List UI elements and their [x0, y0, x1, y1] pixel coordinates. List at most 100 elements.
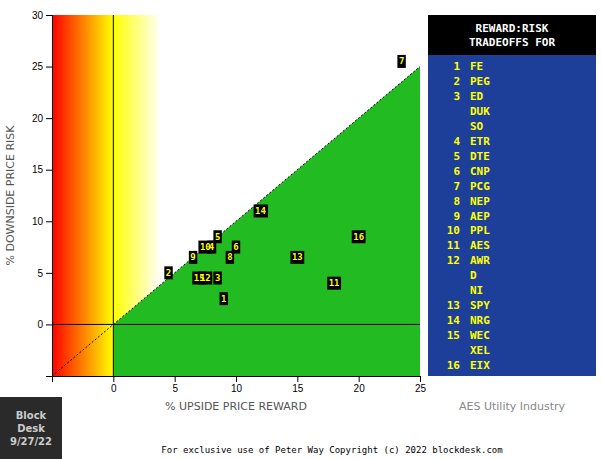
x-tick: 0: [111, 376, 117, 394]
points: [164, 55, 405, 305]
key-background: [428, 15, 596, 376]
key-ticker: AES: [470, 239, 490, 252]
point: [232, 241, 240, 254]
y-tick-mark: [46, 15, 52, 16]
point-label: 8: [227, 252, 232, 262]
x-tick-label: 25: [415, 383, 427, 394]
key-ticker: XEL: [470, 344, 490, 357]
key-ticker: NI: [470, 284, 483, 297]
key-title-background: [428, 15, 596, 55]
y-tick-label: 15: [32, 164, 44, 175]
key-number: 10: [447, 224, 460, 237]
y-axis: 0 5 10 15 20 25 30: [32, 10, 53, 377]
footnote: For exclusive use of Peter Way Copyright…: [161, 445, 502, 455]
point-label: 11: [329, 278, 340, 288]
key-ticker: AEP: [470, 210, 490, 223]
y-tick: 20: [32, 113, 52, 124]
point: [352, 230, 366, 243]
y-tick-mark: [46, 170, 52, 171]
x-tick-label: 10: [231, 383, 243, 394]
plot-background: [52, 15, 420, 376]
key-ticker: SPY: [470, 299, 490, 312]
key-ticker: NRG: [470, 314, 490, 327]
point-label: 14: [255, 206, 266, 216]
point-label: 10: [200, 242, 211, 252]
key-ticker: NEP: [470, 195, 490, 208]
x-tick: 5: [172, 376, 178, 394]
key-panel: REWARD:RISKTRADEOFFS FOR1FE2PEG3EDDUKSO4…: [428, 15, 596, 376]
key-number: 14: [447, 314, 461, 327]
key-number: 11: [447, 239, 461, 252]
point: [198, 241, 212, 254]
point-label: 15: [194, 273, 205, 283]
key-ticker: D: [470, 269, 477, 282]
y-tick: 30: [32, 10, 52, 21]
y-axis-title: % DOWNSIDE PRICE RISK: [4, 125, 17, 266]
zero-line-h: [52, 324, 420, 325]
key-ticker: SO: [470, 120, 484, 133]
y-tick: 5: [37, 268, 52, 279]
y-tick-label: 30: [32, 10, 44, 21]
x-axis-line: [53, 377, 421, 383]
x-tick-mark: [175, 376, 176, 382]
key-ticker: DTE: [470, 150, 490, 163]
risk-fade-zone: [113, 15, 420, 324]
key-ticker: CNP: [470, 165, 490, 178]
key-ticker: ETR: [470, 135, 490, 148]
key-number: 3: [453, 90, 460, 103]
y-tick-mark: [46, 221, 52, 222]
y-tick-mark: [46, 324, 52, 325]
chart: 0510152025051015202530123456789101112131…: [0, 0, 602, 459]
point-label: 7: [399, 56, 404, 66]
point: [254, 204, 268, 217]
key-number: 15: [447, 329, 460, 342]
y-tick-mark: [46, 273, 52, 274]
y-tick-label: 5: [37, 268, 43, 279]
point: [192, 272, 206, 285]
point: [290, 251, 304, 264]
key-number: 5: [453, 150, 460, 163]
x-axis-title: % UPSIDE PRICE REWARD: [165, 400, 307, 413]
key-ticker: PCG: [470, 180, 490, 193]
y-tick-label: 10: [32, 216, 44, 227]
zero-line-v: [113, 15, 114, 376]
x-tick-mark: [420, 376, 421, 382]
key-number: 4: [453, 135, 460, 148]
y-tick: 0: [37, 319, 52, 330]
point-label: 16: [353, 232, 364, 242]
x-tick-label: 15: [292, 383, 304, 394]
key-ticker: AWR: [470, 254, 490, 267]
y-tick: 10: [32, 216, 52, 227]
key-ticker: PPL: [470, 224, 490, 237]
point: [220, 292, 228, 305]
point-label: 1: [221, 294, 226, 304]
point-label: 6: [233, 242, 238, 252]
key-number: 13: [447, 299, 460, 312]
x-tick-mark: [297, 376, 298, 382]
point: [189, 251, 197, 264]
key-number: 1: [453, 60, 460, 73]
x-tick-label: 20: [354, 383, 366, 394]
key-number: 6: [453, 165, 460, 178]
key-number: 2: [453, 75, 460, 88]
x-tick-label: 0: [111, 383, 117, 394]
annotation-box: [0, 397, 62, 459]
y-tick: 25: [32, 61, 52, 72]
y-tick-label: 20: [32, 113, 44, 124]
key-ticker: PEG: [470, 75, 490, 88]
point-label: 5: [215, 232, 220, 242]
x-tick-label: 5: [172, 383, 178, 394]
key-ticker: EIX: [470, 359, 490, 372]
subtitle: AES Utility Industry: [459, 400, 566, 413]
point: [164, 266, 172, 279]
point-labels: 12345678910111213141516: [166, 56, 404, 303]
key-number: 9: [453, 210, 460, 223]
diagonal: [52, 67, 420, 376]
x-tick: 15: [292, 376, 304, 394]
point: [213, 230, 221, 243]
point: [327, 277, 341, 290]
point-label: 3: [215, 273, 220, 283]
point-label: 2: [166, 268, 171, 278]
key-ticker: WEC: [470, 329, 490, 342]
y-tick-label: 25: [32, 61, 44, 72]
